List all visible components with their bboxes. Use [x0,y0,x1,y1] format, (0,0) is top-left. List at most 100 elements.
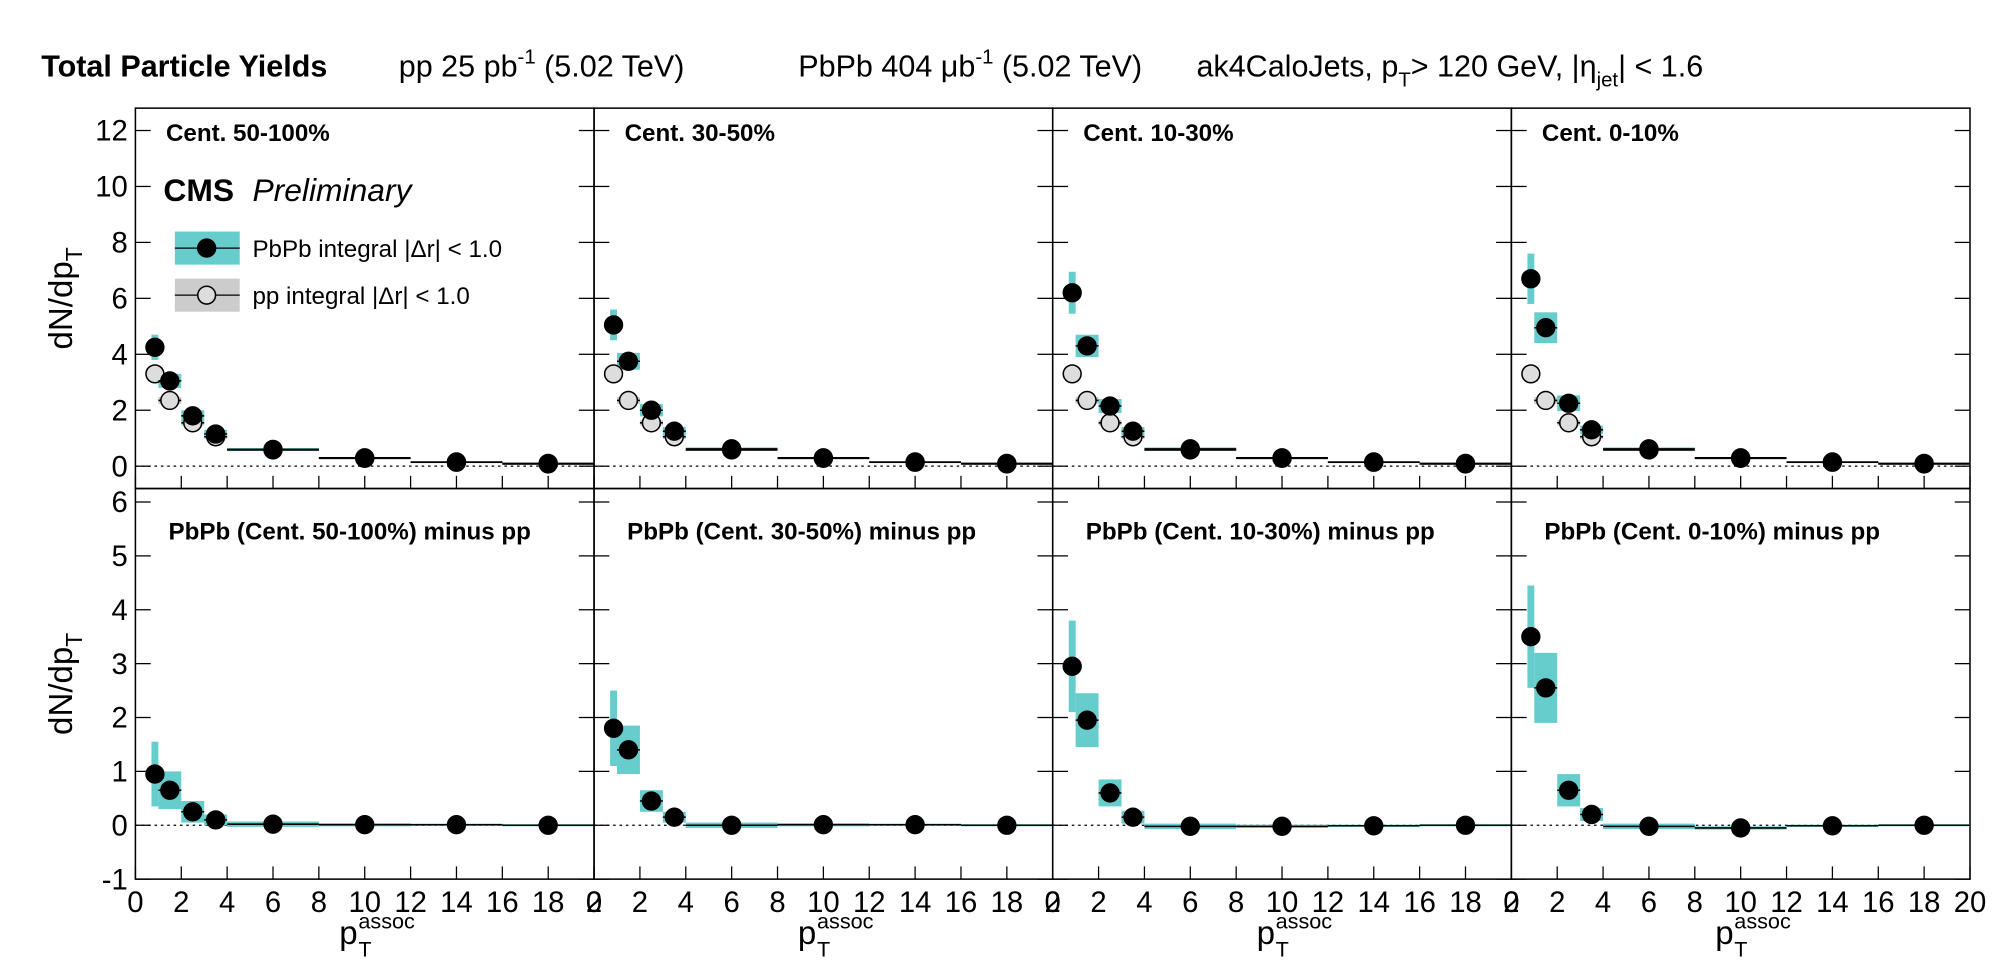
marker [603,364,624,384]
x-tick-label: 4 [678,887,694,919]
marker [1559,780,1579,800]
marker [1077,710,1097,730]
y-tick-label: 12 [95,116,128,148]
marker [160,780,180,800]
marker [1062,656,1082,676]
x-tick-label: 2 [632,887,648,919]
marker [813,448,834,468]
marker [206,424,226,444]
marker [355,815,375,835]
x-tick-label: 4 [1595,887,1611,919]
x-tick-label: 14 [1816,887,1849,919]
marker [446,815,467,835]
marker [1536,318,1556,338]
x-tick-label: 4 [1136,887,1152,919]
marker [603,718,624,738]
panel-title: Cent. 50-100% [166,120,330,147]
marker [1455,815,1476,835]
marker [160,390,180,411]
x-axis-label: assoc [358,909,415,934]
x-tick-label: 2 [586,887,602,919]
x-tick-label: 10 [807,887,840,919]
marker [641,400,662,420]
marker [1914,815,1934,835]
y-tick-label: 0 [111,810,127,842]
x-tick-label: 14 [899,887,932,919]
x-tick-label: 12 [853,887,886,919]
text: > 120 GeV, |η [1411,49,1597,83]
x-tick-label: 8 [1687,887,1703,919]
marker [1581,804,1602,825]
marker [1062,364,1082,384]
marker [905,452,925,472]
series-group [1062,271,1512,474]
marker [1100,396,1120,416]
pbpb-lumi: PbPb 404 μb-1 (5.02 TeV) [798,47,1142,84]
marker [1559,393,1579,413]
x-axis-label: p [1715,915,1733,952]
text: dN/dp [43,647,80,735]
series-group [1521,585,1970,838]
y-axis-label: dN/dpT [43,633,87,735]
x-tick-label: 14 [1357,887,1390,919]
series-group [145,334,595,474]
marker [1731,448,1751,468]
marker [1272,816,1292,836]
x-tick-label: 18 [1449,887,1482,919]
x-tick-label: 8 [311,887,327,919]
pp-lumi: pp 25 pb-1 (5.02 TeV) [399,47,685,84]
marker [538,815,558,835]
marker [1100,413,1120,433]
series-group [603,690,1053,835]
x-axis-label: T [1734,937,1747,962]
legend-marker [196,285,217,305]
marker [618,390,639,411]
marker [1100,783,1120,803]
text: ak4CaloJets, p [1196,49,1398,83]
x-tick-label: 12 [394,887,427,919]
marker [997,815,1017,835]
annotation: CMS [163,172,234,208]
y-tick-label: 6 [111,284,127,316]
marker [1077,336,1097,356]
legend-entry: pp integral |Δr| < 1.0 [174,278,470,312]
marker [1272,448,1292,468]
legend-marker [196,238,217,258]
marker [1180,439,1200,459]
text: -1 [975,47,993,69]
x-tick-label: 16 [486,887,519,919]
marker [641,791,662,811]
marker [1521,364,1541,384]
marker [721,815,742,835]
text: T [1398,70,1410,92]
jet-selection: ak4CaloJets, pT> 120 GeV, |ηjet| < 1.6 [1196,49,1703,91]
series-group [1062,620,1512,836]
x-tick-label: 6 [1182,887,1198,919]
x-tick-label: 2 [1549,887,1565,919]
x-tick-label: 2 [1045,887,1061,919]
x-tick-label: 16 [945,887,978,919]
marker [446,452,467,472]
x-tick-label: 0 [127,887,143,919]
marker [813,815,834,835]
legend-entry: PbPb integral |Δr| < 1.0 [174,231,502,265]
x-axis-label: assoc [1734,909,1791,934]
x-tick-label: 12 [1770,887,1803,919]
y-tick-label: 1 [111,757,127,789]
panel-title: Cent. 0-10% [1542,120,1679,147]
marker [1455,453,1476,474]
y-axis-label: dN/dpT [43,247,87,349]
marker [618,740,639,760]
x-axis-label: p [1257,915,1275,952]
text: pp 25 pb [399,49,518,83]
legend-label: pp integral |Δr| < 1.0 [252,283,469,310]
x-tick-label: 20 [1954,887,1987,919]
x-tick-label: 10 [1266,887,1299,919]
text: T [61,633,87,647]
y-tick-label: -1 [102,864,128,896]
x-tick-label: 6 [1641,887,1657,919]
x-tick-label: 18 [991,887,1024,919]
x-tick-label: 10 [348,887,381,919]
marker [905,815,925,835]
